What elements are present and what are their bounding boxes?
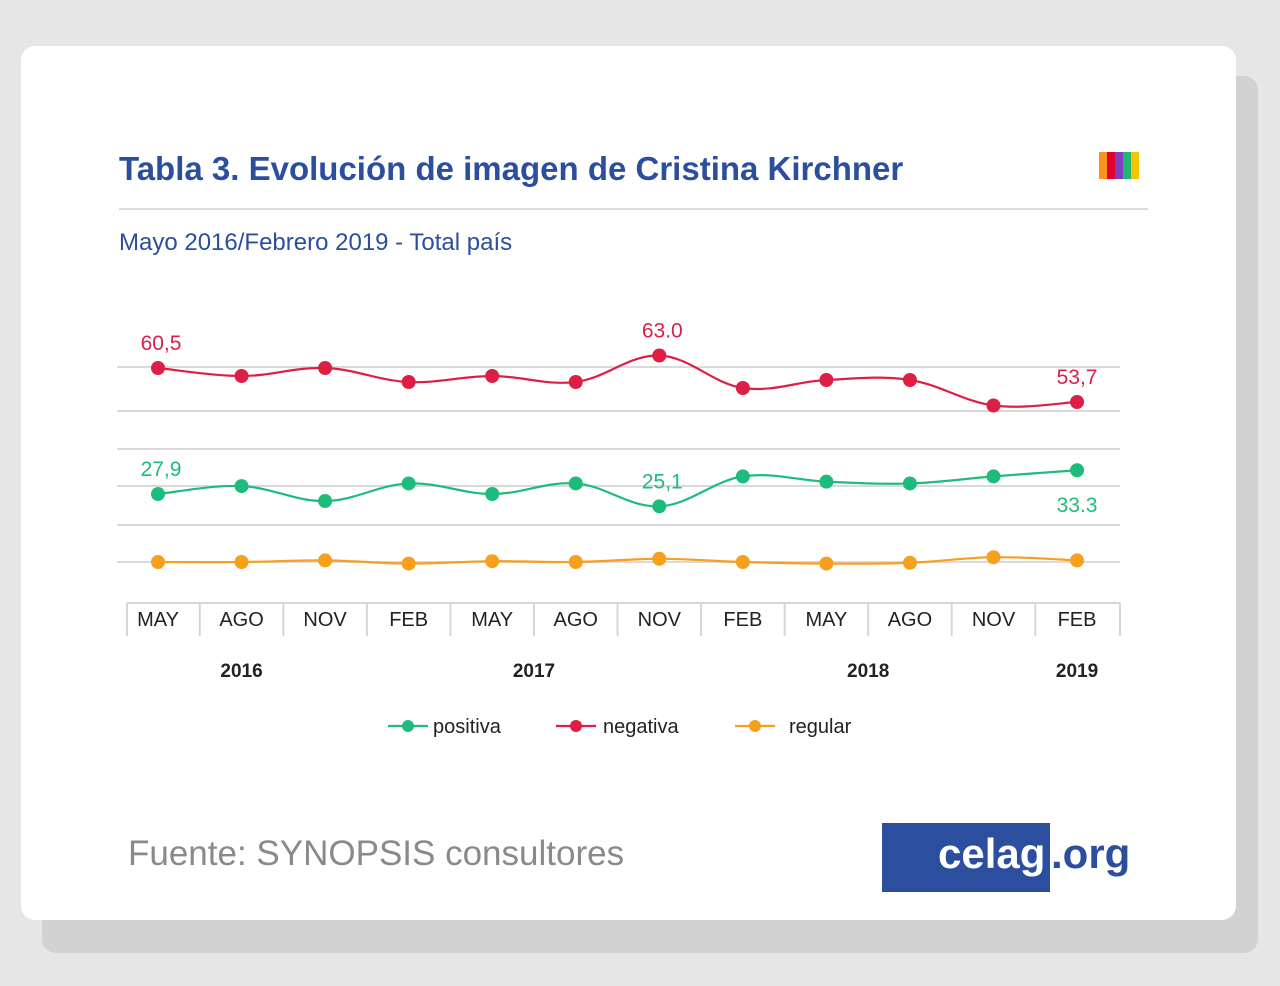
data-point-negativa <box>819 373 834 387</box>
data-point-positiva <box>485 487 500 501</box>
series-line-regular <box>157 556 1078 565</box>
data-point-positiva <box>902 476 917 491</box>
logo-text-ext: .org <box>1051 830 1131 877</box>
data-point-negativa <box>401 375 416 389</box>
title-divider <box>119 208 1148 210</box>
series-line-positiva <box>157 469 1078 508</box>
data-point-negativa <box>568 375 583 389</box>
data-point-negativa <box>986 398 1001 413</box>
logo-box <box>882 823 1050 892</box>
data-point-positiva <box>318 494 333 509</box>
data-label-negativa: 53,7 <box>1057 366 1098 389</box>
data-label-positiva: 33.3 <box>1057 494 1098 517</box>
x-tick-label: FEB <box>723 609 762 631</box>
palette-stripe <box>1131 152 1139 179</box>
year-label: 2017 <box>513 661 555 682</box>
legend-label-negativa: negativa <box>603 716 679 738</box>
data-point-regular <box>735 555 750 569</box>
data-label-negativa: 60,5 <box>141 332 182 355</box>
data-point-negativa <box>652 348 667 363</box>
legend-marker-positiva <box>402 720 414 732</box>
palette-stripe <box>1115 152 1123 179</box>
logo-text-main: celag <box>938 830 1046 877</box>
x-tick-label: AGO <box>219 609 263 631</box>
data-point-regular <box>485 554 500 569</box>
data-point-regular <box>1070 553 1085 568</box>
year-label: 2016 <box>220 661 262 682</box>
data-point-negativa <box>318 361 333 375</box>
x-tick-label: MAY <box>137 609 179 631</box>
data-point-negativa <box>902 373 917 387</box>
data-point-regular <box>986 550 1001 565</box>
data-point-negativa <box>234 369 249 383</box>
data-point-positiva <box>151 487 165 501</box>
data-point-positiva <box>568 476 583 491</box>
year-label: 2018 <box>847 661 889 682</box>
x-tick-label: MAY <box>805 609 847 631</box>
data-point-regular <box>318 553 333 568</box>
data-point-negativa <box>735 381 750 395</box>
data-point-positiva <box>819 474 834 489</box>
legend-label-regular: regular <box>789 716 852 738</box>
legend-label-positiva: positiva <box>433 716 502 738</box>
data-point-regular <box>652 551 667 566</box>
year-label: 2019 <box>1056 661 1098 682</box>
series-line-negativa <box>157 354 1078 408</box>
legend-marker-negativa <box>570 720 582 732</box>
x-tick-label: MAY <box>471 609 513 631</box>
data-point-positiva <box>652 499 667 514</box>
data-point-positiva <box>1070 463 1085 478</box>
source-note: Fuente: SYNOPSIS consultores <box>128 834 625 873</box>
chart-title: Tabla 3. Evolución de imagen de Cristina… <box>119 150 904 187</box>
chart-card: Tabla 3. Evolución de imagen de Cristina… <box>21 46 1236 920</box>
x-tick-label: NOV <box>638 609 682 631</box>
data-point-positiva <box>401 476 416 491</box>
data-point-regular <box>151 555 165 569</box>
data-point-regular <box>234 555 249 569</box>
x-tick-label: AGO <box>888 609 932 631</box>
data-label-negativa: 63.0 <box>642 320 683 343</box>
x-tick-label: NOV <box>303 609 347 631</box>
data-label-positiva: 25,1 <box>642 470 683 493</box>
palette-stripe <box>1099 152 1107 179</box>
data-point-negativa <box>1070 395 1085 409</box>
line-chart: MAY AGO NOV FEB MAY AGO NOV FEB MAY AGO NOV FEB 2016… <box>117 320 1121 738</box>
x-tick-label: FEB <box>1058 609 1097 631</box>
data-point-negativa <box>485 369 500 383</box>
data-label-positiva: 27,9 <box>141 458 182 481</box>
data-point-positiva <box>234 479 249 494</box>
data-point-regular <box>902 555 917 570</box>
data-point-regular <box>568 555 583 569</box>
legend-marker-regular <box>749 720 761 732</box>
x-tick-label: NOV <box>972 609 1016 631</box>
palette-stripe <box>1107 152 1115 179</box>
x-tick-label: FEB <box>389 609 428 631</box>
data-point-regular <box>401 556 416 571</box>
data-point-negativa <box>151 361 165 375</box>
color-palette-logo <box>1099 152 1139 179</box>
data-point-positiva <box>735 469 750 484</box>
data-point-regular <box>819 556 834 571</box>
x-tick-label: AGO <box>554 609 598 631</box>
chart-subtitle: Mayo 2016/Febrero 2019 - Total país <box>119 229 513 256</box>
data-point-positiva <box>986 469 1001 484</box>
palette-stripe <box>1123 152 1131 179</box>
